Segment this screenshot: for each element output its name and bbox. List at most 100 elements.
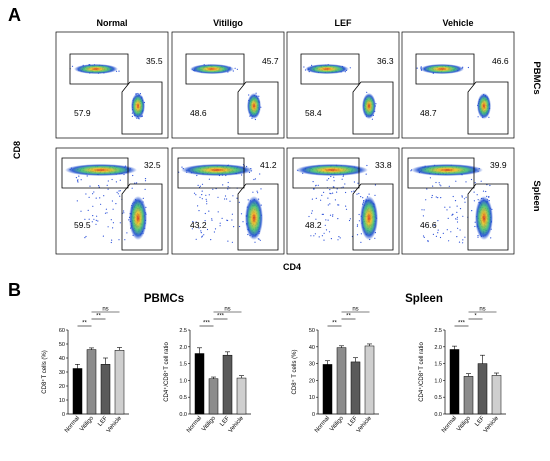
- category-label: Normal: [441, 415, 458, 434]
- significance-label: **: [82, 321, 87, 327]
- y-tick-label: 0.0: [434, 412, 442, 418]
- bar-chart-1: 0 10 20 30 40 50 60 CD8⁺T cells (%) NormalVitili…: [41, 307, 129, 434]
- cd8-gate-percent: 45.7: [262, 56, 279, 66]
- significance-label: **: [346, 314, 351, 320]
- bar-vitiligo: [463, 376, 474, 415]
- cd4-gate-percent: 43.2: [190, 220, 207, 230]
- plot-frame: [286, 31, 400, 139]
- cd4-density: [477, 93, 491, 119]
- cd8-density: [190, 64, 234, 74]
- bar-lef: [222, 354, 233, 415]
- panel-b-letter: B: [8, 280, 21, 300]
- bar-vehicle: [114, 350, 125, 415]
- y-tick-label: 60: [59, 328, 65, 334]
- plot-frame: [401, 31, 515, 139]
- bar-normal: [72, 368, 83, 415]
- category-label: LEF: [474, 415, 486, 428]
- cd4-gate-percent: 48.2: [305, 220, 322, 230]
- y-tick-label: 10: [59, 398, 65, 404]
- y-tick-label: 0: [312, 412, 315, 418]
- cd4-gate: [237, 81, 279, 135]
- cd4-density: [131, 93, 145, 119]
- plot-frame: [55, 31, 169, 139]
- bar-lef: [100, 364, 111, 415]
- y-axis-label-cd8: CD8: [12, 141, 22, 159]
- y-tick-label: 2.5: [179, 328, 187, 334]
- flow-plot-pbmcs-normal: 35.5 57.9: [55, 31, 169, 139]
- y-axis-label: CD8⁺ T cells (%): [291, 350, 298, 395]
- y-tick-label: 0.5: [434, 395, 442, 401]
- group-title-spleen: Spleen: [405, 293, 443, 305]
- y-tick-label: 1.5: [434, 362, 442, 368]
- significance-label: ns: [224, 307, 230, 313]
- cd8-gate: [407, 157, 475, 189]
- category-label: Vehicle: [356, 415, 373, 434]
- y-tick-label: 10: [309, 395, 315, 401]
- cd8-gate: [177, 157, 245, 189]
- category-label: Normal: [64, 415, 81, 434]
- flow-plot-pbmcs-lef: 36.3 58.4: [286, 31, 400, 139]
- y-tick-label: 40: [59, 356, 65, 362]
- bar-vitiligo: [336, 347, 347, 415]
- y-tick-label: 1.0: [434, 378, 442, 384]
- y-tick-label: 40: [309, 345, 315, 351]
- bar-lef: [477, 363, 488, 415]
- y-axis-label: CD4⁺/CD8⁺T cell ratio: [163, 342, 170, 402]
- cd8-density: [420, 64, 464, 74]
- cd4-density: [475, 196, 493, 240]
- y-axis-label: CD4⁺/CD8⁺T cell ratio: [418, 342, 425, 402]
- y-axis-label: CD8⁺T cells (%): [41, 350, 48, 393]
- y-tick-label: 1.5: [179, 362, 187, 368]
- category-label: Vehicle: [483, 415, 500, 434]
- category-label: Vitiligo: [329, 415, 345, 433]
- y-tick-label: 0.5: [179, 395, 187, 401]
- cd8-density: [305, 64, 349, 74]
- cd8-density: [296, 164, 368, 176]
- cd8-density: [74, 64, 118, 74]
- flow-plot-spleen-vitiligo: 41.2 43.2: [171, 147, 285, 255]
- bar-normal: [449, 349, 460, 415]
- flow-plot-spleen-vehicle: 39.9 46.6: [401, 147, 515, 255]
- cd4-gate-percent: 57.9: [74, 108, 91, 118]
- y-tick-label: 20: [309, 378, 315, 384]
- cd4-gate: [352, 183, 394, 251]
- bar-chart-2: 0.0 0.5 1.0 1.5 2.0 2.5 CD4⁺/CD8⁺T cell ratio N…: [163, 307, 251, 434]
- cd4-gate: [467, 183, 509, 251]
- cd8-gate-percent: 33.8: [375, 160, 392, 170]
- category-label: Vehicle: [228, 415, 245, 434]
- y-tick-label: 30: [59, 370, 65, 376]
- row-label-pbmcs: PBMCs: [531, 61, 542, 94]
- category-label: Vehicle: [106, 415, 123, 434]
- significance-label: ns: [102, 307, 108, 313]
- y-tick-label: 20: [59, 384, 65, 390]
- cd8-gate-percent: 41.2: [260, 160, 277, 170]
- flow-plot-grid: Normal Vitiligo LEF Vehicle 35.5 57.9 45.7 48.6…: [55, 18, 515, 255]
- category-label: Normal: [314, 415, 331, 434]
- category-label: Vitiligo: [79, 415, 95, 433]
- y-tick-label: 50: [309, 328, 315, 334]
- significance-label: ns: [352, 307, 358, 313]
- significance-label: ***: [458, 321, 466, 327]
- significance-label: ns: [479, 307, 485, 313]
- y-tick-label: 50: [59, 342, 65, 348]
- cd8-gate-percent: 36.3: [377, 56, 394, 66]
- cd4-density: [245, 196, 263, 240]
- flow-plot-pbmcs-vehicle: 46.6 48.7: [401, 31, 515, 139]
- group-title-pbmcs: PBMCs: [144, 293, 184, 305]
- significance-label: *: [474, 314, 477, 320]
- bar-vehicle: [364, 345, 375, 415]
- cd8-density: [411, 164, 483, 176]
- cd4-gate: [237, 183, 279, 251]
- cd8-density: [65, 164, 137, 176]
- y-tick-label: 30: [309, 362, 315, 368]
- bar-lef: [350, 361, 361, 415]
- category-label: Normal: [186, 415, 203, 434]
- x-axis-label-cd4: CD4: [283, 262, 301, 272]
- cd4-density: [362, 93, 376, 119]
- column-header-normal: Normal: [96, 18, 127, 28]
- y-tick-label: 2.5: [434, 328, 442, 334]
- bar-chart-3: 0 10 20 30 40 50 CD8⁺ T cells (%) NormalVitilig…: [291, 307, 379, 434]
- category-label: LEF: [347, 415, 359, 428]
